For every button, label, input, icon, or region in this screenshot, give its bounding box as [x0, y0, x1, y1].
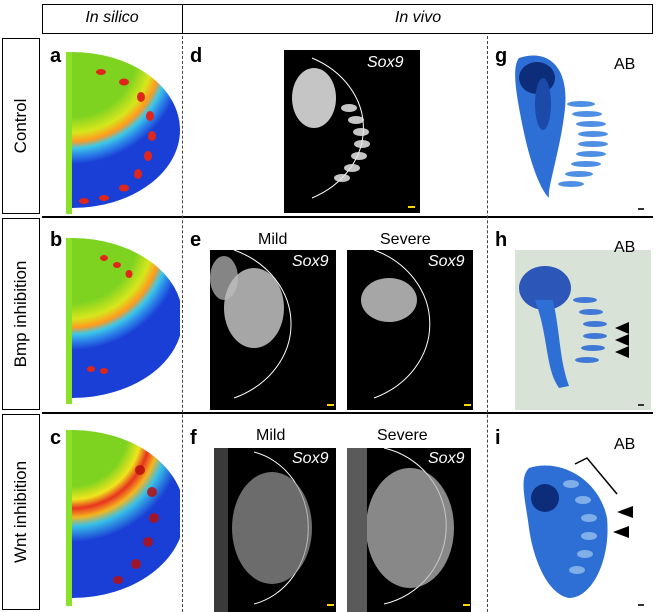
stain-label-h: AB	[614, 239, 636, 256]
panel-letter-i: i	[495, 427, 501, 449]
row-label-bmp: Bmp inhibition	[11, 260, 30, 368]
row-label-control: Control	[11, 98, 30, 154]
condition-label-f-mild: Mild	[256, 427, 286, 444]
row-label-box-control: Control	[2, 38, 40, 214]
row-label-box-bmp: Bmp inhibition	[2, 218, 40, 410]
header-in-silico: In silico	[85, 9, 139, 26]
panel-letter-b: b	[50, 229, 63, 251]
panel-letter-g: g	[495, 45, 508, 67]
gene-label-e-mild: Sox9	[292, 253, 329, 270]
in-vivo-fluorescence	[210, 50, 473, 612]
gene-label-f-mild: Sox9	[292, 450, 329, 467]
gene-label-f-severe: Sox9	[428, 450, 465, 467]
panel-letter-h: h	[495, 229, 508, 251]
row-separator-2	[42, 412, 653, 414]
gene-label-d: Sox9	[367, 54, 404, 71]
panel-letter-a: a	[50, 45, 62, 67]
panel-e-mild-image	[210, 249, 336, 410]
condition-label-f-severe: Severe	[377, 427, 428, 444]
panel-f-mild-image	[214, 448, 336, 612]
row-label-box-wnt: Wnt inhibition	[2, 414, 40, 610]
header-frame	[42, 4, 653, 34]
panel-e-severe-image	[347, 249, 473, 410]
column-divider-2	[487, 36, 488, 612]
alcian-blue-stains	[489, 38, 653, 612]
header-in-vivo: In vivo	[394, 9, 442, 26]
gene-label-e-severe: Sox9	[428, 253, 465, 270]
arrowheads-i	[613, 506, 633, 538]
panel-f-severe-image	[347, 447, 471, 612]
panel-letter-d: d	[190, 45, 203, 67]
arrowheads-h	[615, 322, 629, 358]
panel-b-simulation	[66, 238, 180, 404]
row-label-wnt: Wnt inhibition	[11, 460, 30, 564]
stain-label-i: AB	[614, 436, 636, 453]
in-silico-simulations	[66, 52, 180, 606]
column-divider-1	[182, 36, 183, 612]
panel-d-image	[284, 50, 420, 213]
panel-g-image	[489, 38, 653, 214]
row-separator-1	[42, 216, 653, 218]
panel-c-simulation	[66, 430, 180, 606]
header-divider	[182, 4, 183, 34]
panel-h-image	[515, 250, 651, 410]
bracket-i	[574, 457, 618, 495]
stain-label-g: AB	[614, 56, 636, 73]
condition-label-e-mild: Mild	[258, 231, 288, 248]
condition-label-e-severe: Severe	[380, 231, 431, 248]
panel-a-simulation	[66, 52, 180, 214]
panel-letter-e: e	[190, 229, 202, 251]
panel-letter-f: f	[190, 427, 197, 449]
panel-letter-c: c	[50, 427, 62, 449]
